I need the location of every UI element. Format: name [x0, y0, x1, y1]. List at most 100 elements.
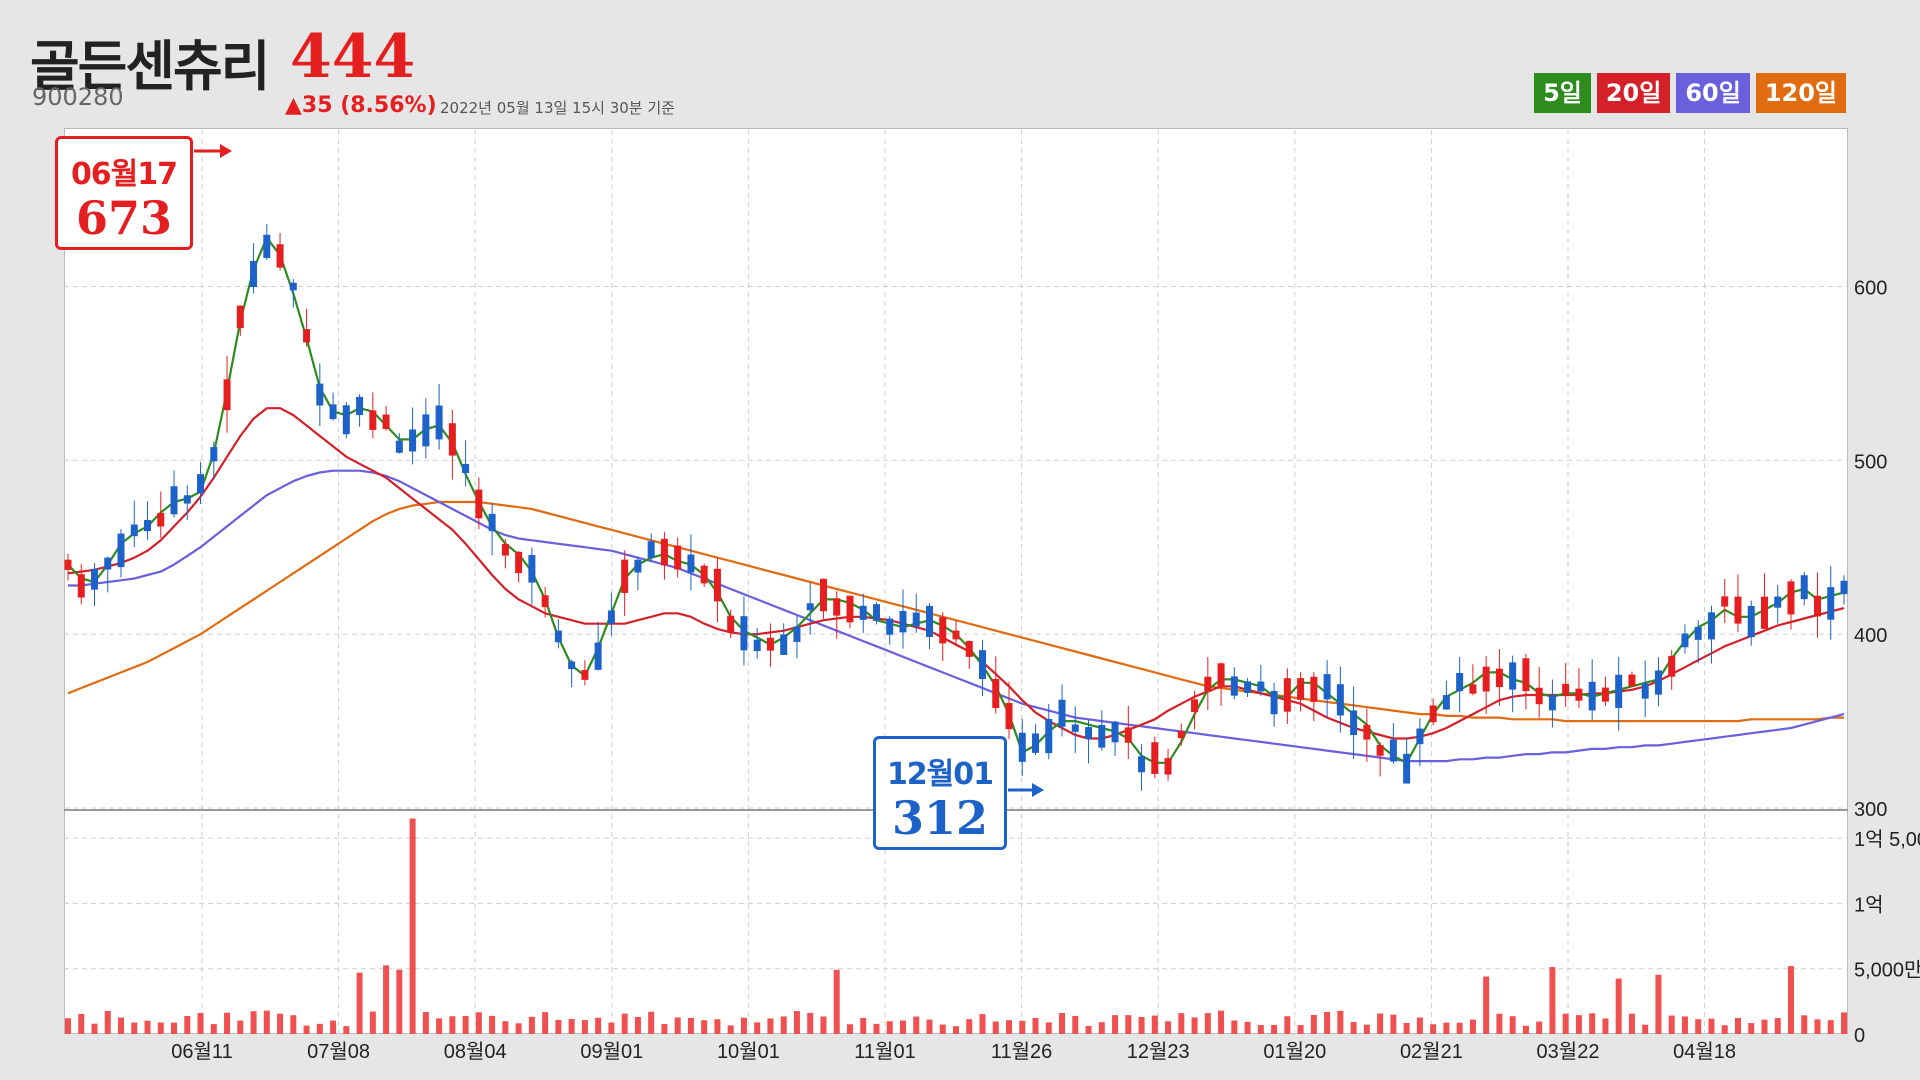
volume-bar: [1284, 1016, 1291, 1034]
candle-body: [660, 538, 668, 566]
candle-body: [952, 630, 960, 640]
high-callout-date: 06월17: [70, 157, 178, 192]
legend-ma20[interactable]: 20일: [1596, 73, 1671, 113]
price-tick-label: 300: [1854, 799, 1887, 821]
volume-bar: [1615, 978, 1622, 1034]
volume-bar: [568, 1019, 575, 1034]
candle-body: [342, 405, 350, 435]
volume-bar: [926, 1019, 933, 1034]
candle-body: [1509, 662, 1517, 690]
volume-bar: [263, 1010, 270, 1034]
candle-body: [1601, 687, 1609, 702]
volume-bar: [1377, 1013, 1384, 1034]
candle-body: [1734, 596, 1742, 624]
date-tick-label: 03월22: [1537, 1040, 1600, 1063]
candle-body: [1230, 676, 1238, 696]
candle-body: [727, 615, 735, 633]
candle-body: [462, 463, 470, 474]
candle-body: [1429, 705, 1437, 723]
volume-bar: [290, 1015, 297, 1034]
candle-body: [1071, 724, 1079, 732]
candle-body: [1694, 626, 1702, 640]
volume-bar: [184, 1016, 191, 1034]
stock-code: 900280: [32, 83, 124, 111]
volume-bar: [303, 1025, 310, 1034]
volume-bar: [1324, 1011, 1331, 1034]
volume-bar: [1363, 1024, 1370, 1034]
candle-body: [1350, 710, 1358, 736]
volume-bar: [939, 1024, 946, 1034]
candle-body: [594, 642, 602, 670]
volume-bar: [210, 1024, 217, 1034]
candle-body: [104, 557, 112, 570]
stock-name: 골든센츄리: [30, 35, 270, 98]
candle-body: [369, 410, 377, 430]
candle-body: [568, 661, 576, 670]
candle-body: [780, 634, 788, 655]
volume-bar: [277, 1013, 284, 1034]
low-callout-arrowhead: [1032, 783, 1044, 797]
candle-body: [130, 524, 138, 537]
candle-body: [1721, 596, 1729, 607]
candle-body: [1124, 727, 1132, 743]
candle-body: [859, 605, 867, 620]
stock-date: 2022년 05월 13일 15시 30분 기준: [440, 99, 675, 117]
volume-bar: [1098, 1022, 1105, 1034]
candle-body: [872, 604, 880, 621]
candle-body: [409, 429, 417, 452]
moving-average-line: [67, 236, 1845, 764]
volume-bar: [1204, 1013, 1211, 1034]
volume-bar: [1019, 1020, 1026, 1034]
volume-tick-label: 1억 5,000만: [1854, 828, 1920, 851]
volume-bar: [1549, 967, 1556, 1034]
volume-bar: [1430, 1024, 1437, 1034]
candle-body: [1840, 580, 1848, 595]
high-callout-arrowhead: [220, 144, 232, 158]
moving-average-legend: 5일 20일 60일 120일: [1534, 73, 1846, 113]
volume-bar: [1655, 974, 1662, 1034]
candle-body: [1615, 674, 1623, 708]
volume-bar: [383, 965, 390, 1034]
volume-bar: [528, 1016, 535, 1034]
volume-bar: [807, 1012, 814, 1034]
candle-body: [700, 565, 708, 584]
volume-bar: [1509, 1016, 1516, 1034]
candle-body: [91, 568, 99, 590]
candle-body: [992, 678, 1000, 709]
candle-body: [912, 612, 920, 627]
candle-body: [939, 617, 947, 644]
candle-body: [1813, 595, 1821, 617]
candle-body: [1270, 690, 1278, 715]
candle-body: [965, 640, 973, 657]
volume-bar: [1085, 1025, 1092, 1034]
candle-body: [647, 541, 655, 558]
candle-body: [1244, 681, 1252, 693]
volume-bar: [1059, 1012, 1066, 1034]
candle-body: [1495, 668, 1503, 688]
volume-bar: [224, 1012, 231, 1034]
candle-body: [1787, 581, 1795, 615]
volume-bar: [330, 1020, 337, 1034]
candle-body: [1336, 684, 1344, 716]
volume-bar: [793, 1011, 800, 1034]
candle-body: [1058, 699, 1066, 727]
legend-ma60[interactable]: 60일: [1676, 73, 1750, 113]
candle-body: [488, 513, 496, 532]
volume-bar: [992, 1021, 999, 1034]
volume-bar: [555, 1019, 562, 1034]
volume-bar: [1390, 1014, 1397, 1034]
legend-ma120[interactable]: 120일: [1755, 73, 1846, 113]
legend-ma5[interactable]: 5일: [1534, 73, 1591, 113]
candle-body: [1827, 587, 1835, 620]
high-callout-value: 673: [75, 191, 173, 245]
candle-body: [157, 512, 165, 527]
volume-bar: [1045, 1022, 1052, 1034]
date-tick-label: 12월23: [1127, 1040, 1190, 1063]
candle-body: [435, 405, 443, 440]
volume-bar: [78, 1013, 85, 1034]
candle-body: [1535, 687, 1543, 705]
candle-body: [740, 616, 748, 651]
volume-bar: [1072, 1015, 1079, 1034]
candle-body: [501, 543, 509, 556]
volume-bar: [1125, 1015, 1132, 1034]
